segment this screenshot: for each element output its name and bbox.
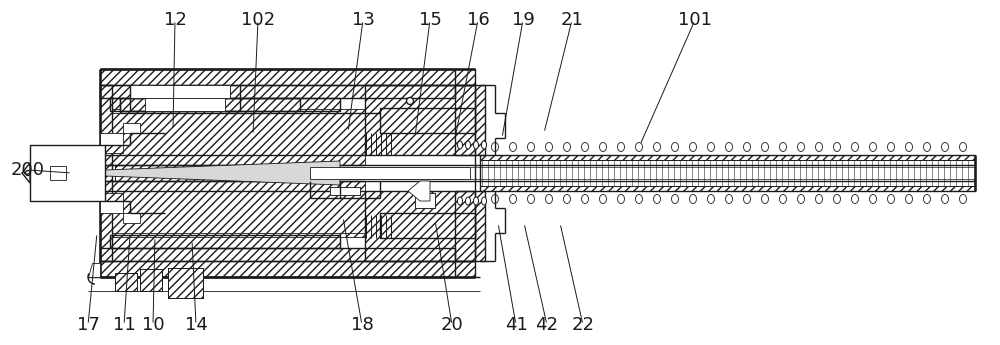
Bar <box>100 85 455 98</box>
Ellipse shape <box>26 170 31 176</box>
Bar <box>115 165 285 181</box>
Bar <box>100 85 112 261</box>
Text: 13: 13 <box>352 11 374 29</box>
Bar <box>100 248 455 261</box>
Bar <box>365 191 475 261</box>
Polygon shape <box>105 161 340 185</box>
Bar <box>380 213 475 238</box>
Text: 102: 102 <box>241 11 275 29</box>
Text: 101: 101 <box>678 11 712 29</box>
Bar <box>30 145 105 201</box>
Text: 21: 21 <box>561 11 583 29</box>
Bar <box>110 98 340 111</box>
Ellipse shape <box>458 141 463 149</box>
Bar <box>140 269 162 291</box>
Bar <box>455 85 485 155</box>
Bar <box>100 109 455 113</box>
Bar <box>140 269 162 291</box>
Bar <box>480 155 975 160</box>
Bar <box>455 191 485 261</box>
Bar <box>110 98 340 111</box>
Bar <box>115 165 285 181</box>
Bar <box>415 193 435 208</box>
Text: 19: 19 <box>512 11 534 29</box>
Ellipse shape <box>474 197 479 205</box>
Text: 14: 14 <box>185 316 207 334</box>
Bar <box>120 98 300 111</box>
Text: 18: 18 <box>351 316 373 334</box>
Bar <box>110 235 340 248</box>
Text: 17: 17 <box>77 316 99 334</box>
Bar <box>100 248 455 261</box>
Polygon shape <box>100 123 140 145</box>
Bar <box>480 155 975 191</box>
Bar <box>105 193 123 201</box>
Bar <box>365 191 475 261</box>
Bar <box>145 98 225 111</box>
Bar <box>365 85 475 155</box>
Text: 20: 20 <box>441 316 463 334</box>
Text: 10: 10 <box>142 316 164 334</box>
Polygon shape <box>88 263 100 277</box>
Bar <box>120 98 300 111</box>
Text: 15: 15 <box>419 11 441 29</box>
Bar <box>130 85 230 98</box>
Bar <box>100 155 365 165</box>
Bar <box>380 213 475 238</box>
Bar <box>480 186 975 191</box>
Bar <box>100 261 475 277</box>
Bar <box>480 186 975 191</box>
Bar <box>310 167 470 179</box>
Bar <box>380 108 475 133</box>
Ellipse shape <box>482 141 487 149</box>
Ellipse shape <box>407 98 414 105</box>
Bar <box>115 273 137 291</box>
Bar <box>105 145 123 153</box>
Bar <box>330 187 360 195</box>
Bar <box>168 268 203 298</box>
Polygon shape <box>22 163 30 183</box>
Ellipse shape <box>482 197 487 205</box>
Text: 22: 22 <box>572 316 594 334</box>
Bar <box>415 193 435 208</box>
Bar <box>100 261 475 277</box>
Bar <box>100 181 365 191</box>
Text: 16: 16 <box>467 11 489 29</box>
Ellipse shape <box>474 141 479 149</box>
Bar <box>330 187 360 195</box>
Bar <box>50 166 66 180</box>
Bar <box>380 108 475 133</box>
Bar <box>100 69 475 85</box>
Bar <box>168 268 203 298</box>
Text: 41: 41 <box>505 316 527 334</box>
Text: 12: 12 <box>164 11 186 29</box>
Bar <box>365 85 475 155</box>
Ellipse shape <box>458 197 463 205</box>
Bar <box>100 85 112 261</box>
Bar <box>100 69 475 85</box>
Bar <box>100 233 455 237</box>
Bar <box>130 85 230 98</box>
Bar <box>455 85 485 155</box>
Bar <box>115 273 137 291</box>
Bar <box>100 191 475 235</box>
Bar <box>100 85 455 98</box>
Polygon shape <box>408 181 430 201</box>
Bar <box>110 235 340 248</box>
Text: 42: 42 <box>536 316 558 334</box>
Text: 200: 200 <box>11 161 45 179</box>
Polygon shape <box>100 201 140 223</box>
Bar <box>100 111 475 155</box>
Bar <box>455 191 485 261</box>
Bar <box>480 155 975 160</box>
Ellipse shape <box>466 141 471 149</box>
Text: 11: 11 <box>113 316 135 334</box>
Ellipse shape <box>466 197 471 205</box>
